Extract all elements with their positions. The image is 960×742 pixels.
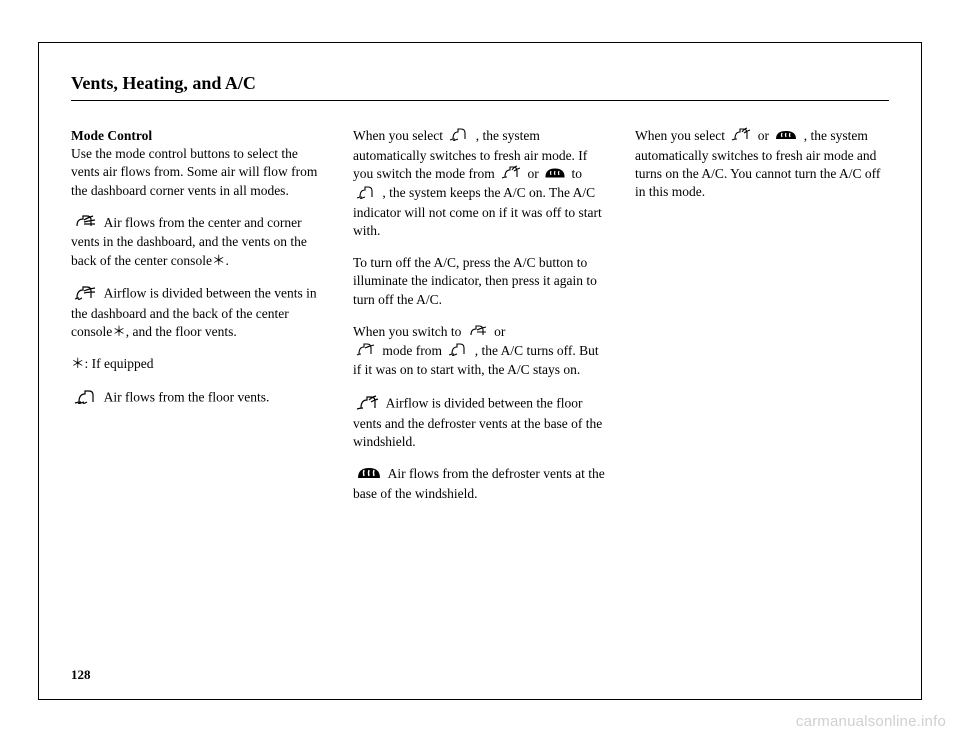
paragraph: Airflow is divided between the vents in … bbox=[71, 284, 325, 342]
text: Air flows from the center and corner ven… bbox=[71, 215, 307, 268]
watermark: carmanualsonline.info bbox=[796, 713, 946, 730]
text: or bbox=[527, 166, 538, 181]
text: When you switch to bbox=[353, 324, 461, 339]
floor-defrost-vent-icon bbox=[500, 165, 522, 184]
text: When you select bbox=[353, 128, 443, 143]
text: , and the floor vents. bbox=[126, 324, 237, 339]
title-rule bbox=[71, 100, 889, 101]
footnote-symbol: ＊: bbox=[71, 356, 88, 371]
paragraph: To turn off the A/C, press the A/C butto… bbox=[353, 254, 607, 309]
paragraph: When you select or , the system automati… bbox=[635, 127, 889, 201]
mode-control-subhead: Mode Control bbox=[71, 128, 152, 143]
paragraph: Air flows from the defroster vents at th… bbox=[353, 465, 607, 503]
face-vent-icon bbox=[467, 324, 489, 342]
bilevel-vent-icon bbox=[73, 284, 99, 305]
column-2: When you select , the system automatical… bbox=[353, 127, 607, 518]
text: to bbox=[571, 166, 582, 181]
text: mode from bbox=[382, 343, 442, 358]
floor-defrost-vent-icon bbox=[730, 127, 752, 146]
floor-vent-icon bbox=[73, 388, 99, 409]
footnote-text: If equipped bbox=[92, 356, 154, 371]
text: , the system keeps the A/C on. The A/C i… bbox=[353, 185, 602, 238]
floor-defrost-vent-icon bbox=[355, 394, 381, 415]
paragraph: When you switch to or mode from , the A/… bbox=[353, 323, 607, 380]
text: Air flows from the defroster vents at th… bbox=[353, 466, 605, 501]
text: Use the mode control buttons to select t… bbox=[71, 146, 317, 197]
floor-vent-icon bbox=[355, 185, 377, 204]
text: or bbox=[494, 324, 505, 339]
paragraph: Air flows from the floor vents. bbox=[71, 388, 325, 409]
text: Airflow is divided between the floor ven… bbox=[353, 395, 602, 449]
page-title: Vents, Heating, and A/C bbox=[71, 73, 889, 94]
paragraph: Air flows from the center and corner ven… bbox=[71, 214, 325, 270]
defrost-icon bbox=[544, 166, 566, 184]
text: When you select bbox=[635, 128, 725, 143]
floor-vent-icon bbox=[447, 342, 469, 361]
text: . bbox=[225, 253, 228, 268]
star-symbol: ＊ bbox=[212, 253, 226, 268]
column-1: Mode Control Use the mode control button… bbox=[71, 127, 325, 518]
page-number: 128 bbox=[71, 667, 91, 683]
paragraph: Mode Control Use the mode control button… bbox=[71, 127, 325, 200]
footnote: ＊: If equipped bbox=[71, 355, 325, 373]
text: Air flows from the floor vents. bbox=[104, 389, 270, 404]
face-vent-icon bbox=[73, 214, 99, 233]
content-columns: Mode Control Use the mode control button… bbox=[71, 127, 889, 518]
manual-page: Vents, Heating, and A/C Mode Control Use… bbox=[38, 42, 922, 700]
paragraph: When you select , the system automatical… bbox=[353, 127, 607, 240]
floor-vent-icon bbox=[448, 127, 470, 146]
paragraph: Airflow is divided between the floor ven… bbox=[353, 394, 607, 452]
defrost-icon bbox=[355, 465, 383, 485]
column-3: When you select or , the system automati… bbox=[635, 127, 889, 518]
bilevel-vent-icon bbox=[355, 342, 377, 361]
text: or bbox=[758, 128, 769, 143]
defrost-icon bbox=[774, 128, 798, 146]
star-symbol: ＊ bbox=[112, 324, 126, 339]
